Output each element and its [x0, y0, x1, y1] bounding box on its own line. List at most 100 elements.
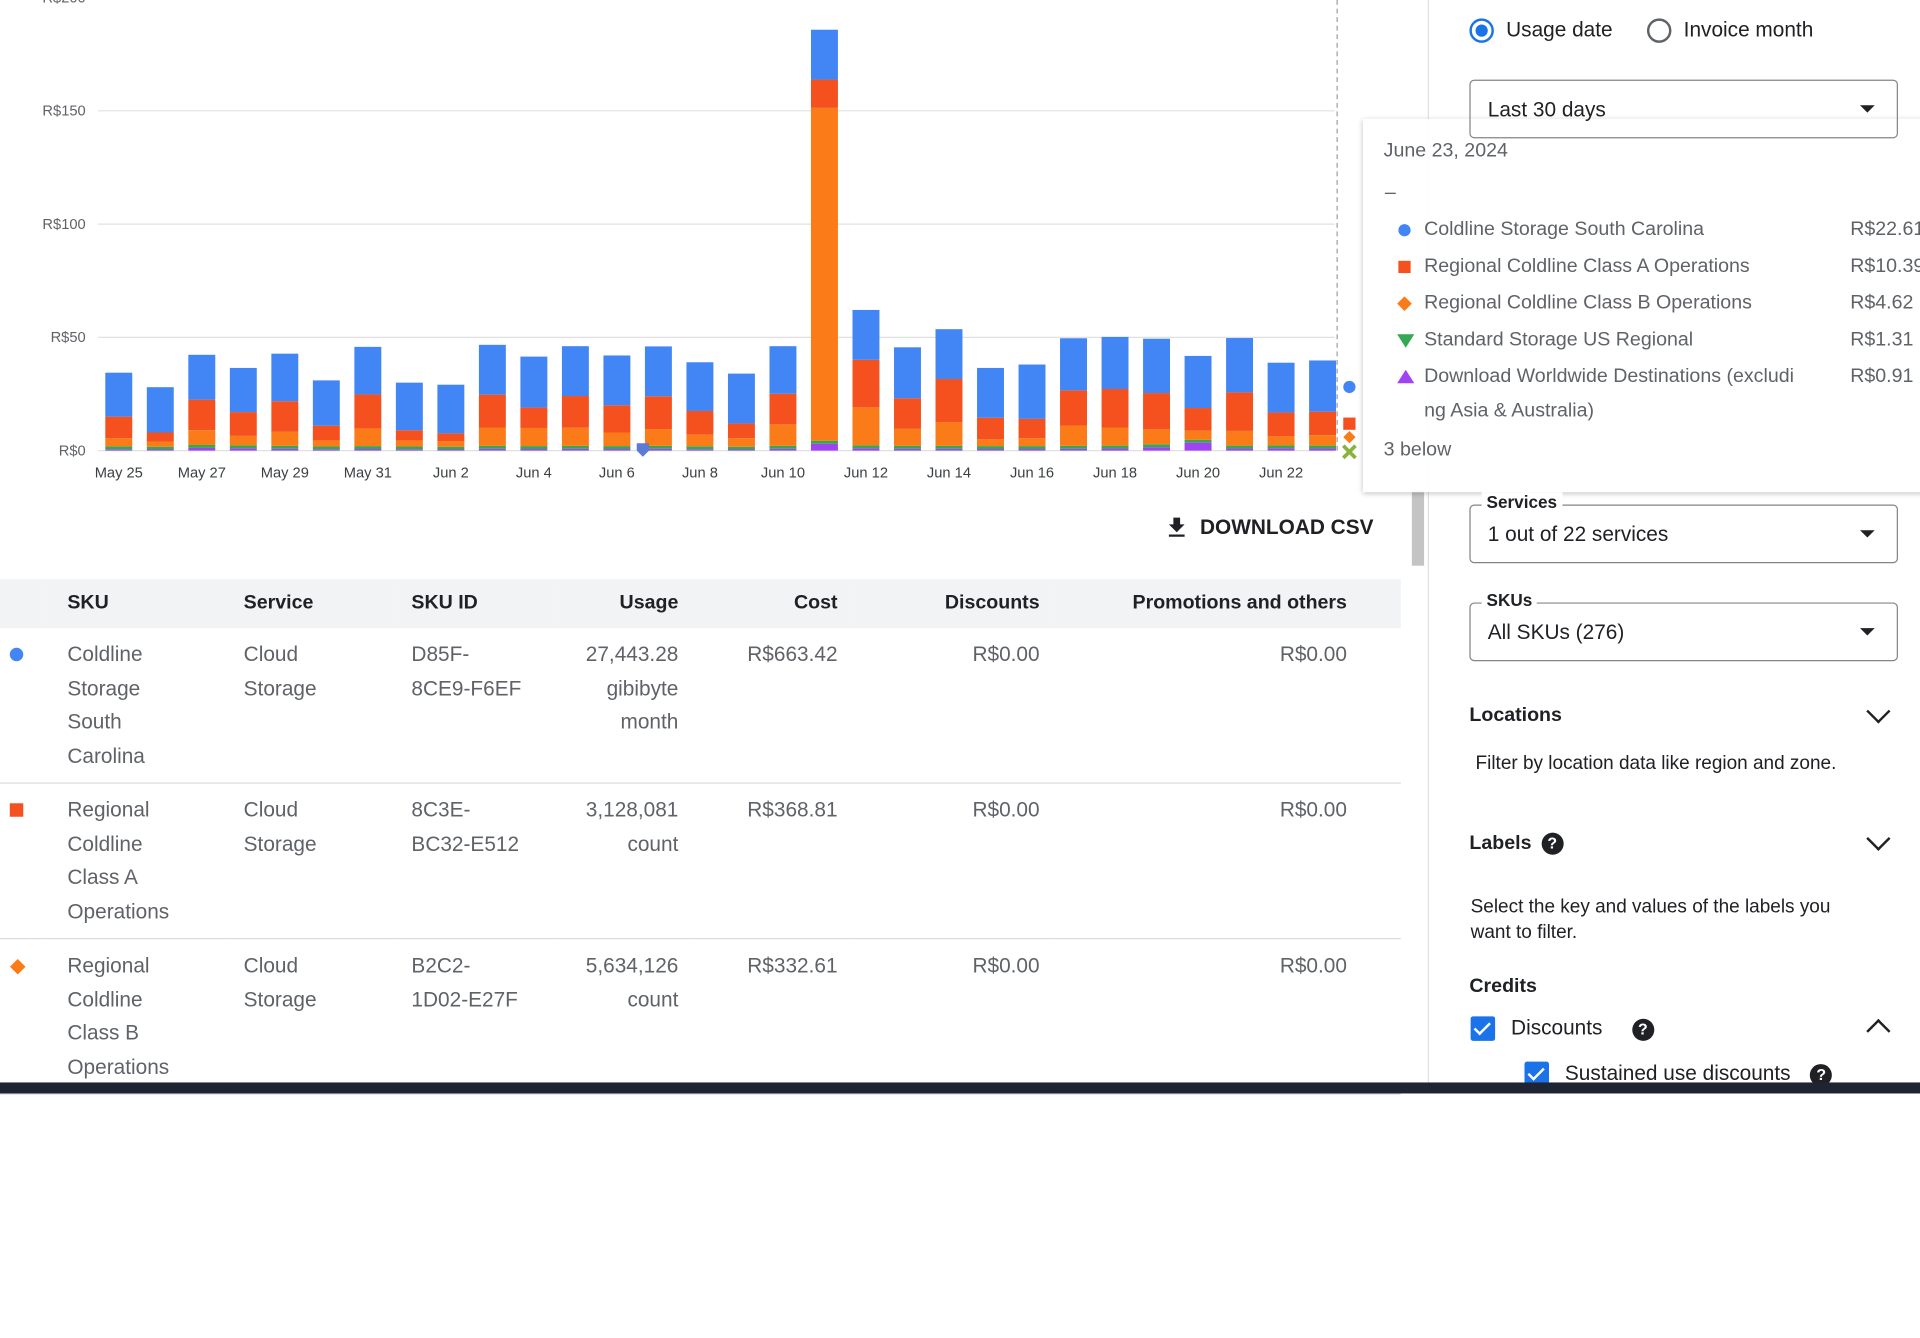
- chevron-down-icon[interactable]: [1866, 826, 1891, 851]
- x-tick-label: Jun 6: [599, 466, 635, 482]
- col-sku[interactable]: SKU: [67, 592, 109, 614]
- bar-segment: [1184, 355, 1212, 409]
- bar-segment: [312, 446, 340, 450]
- bar-segment: [561, 427, 589, 446]
- col-promotions[interactable]: Promotions and others: [1132, 592, 1347, 614]
- x-tick-label: May 29: [261, 466, 309, 482]
- radio-usage-date[interactable]: Usage date: [1469, 18, 1613, 43]
- bar-segment: [686, 362, 714, 411]
- scrollbar-thumb[interactable]: [1411, 489, 1425, 566]
- tooltip-row: Regional Coldline Class B Operations R$4.…: [1397, 293, 1920, 315]
- sku-id-cell-line: 1D02-E27F: [411, 987, 518, 1011]
- bar-segment: [810, 107, 838, 441]
- table-row[interactable]: Regional Coldline Class A Operations Cloud St…: [0, 783, 1401, 939]
- bar-segment: [1226, 430, 1254, 446]
- bar-segment: [1060, 425, 1087, 446]
- radio-usage-date-label: Usage date: [1506, 18, 1613, 42]
- hover-point-square: [1343, 417, 1356, 430]
- col-service[interactable]: Service: [243, 592, 314, 614]
- radio-invoice-month[interactable]: Invoice month: [1646, 18, 1814, 43]
- locations-title[interactable]: Locations: [1469, 705, 1562, 727]
- tooltip-row-label: Download Worldwide Destinations (excludi: [1424, 366, 1794, 387]
- download-icon: [1168, 517, 1185, 537]
- bar-segment: [935, 445, 963, 449]
- table-row[interactable]: Coldline Storage South Carolina Cloud Storage…: [0, 628, 1401, 784]
- bar-segment: [229, 367, 257, 413]
- chevron-up-icon[interactable]: [1866, 1018, 1891, 1044]
- sku-cell-line: Storage: [67, 676, 141, 700]
- bar-segment: [395, 430, 423, 441]
- bar-segment: [437, 384, 465, 434]
- credits-title: Credits: [1469, 975, 1537, 997]
- bar-segment: [354, 449, 382, 451]
- bar-segment: [603, 432, 631, 447]
- bar-segment: [686, 410, 714, 435]
- row-marker-cell: [0, 628, 43, 783]
- bar-segment: [1143, 447, 1171, 451]
- sustained-use-checkbox[interactable]: [1524, 1061, 1549, 1087]
- col-usage[interactable]: Usage: [619, 592, 679, 614]
- col-discounts[interactable]: Discounts: [944, 592, 1040, 614]
- square-marker-icon: [1397, 256, 1424, 278]
- radio-invoice-month-label: Invoice month: [1683, 18, 1814, 42]
- bar-segment: [644, 448, 672, 451]
- usage-cell-line: gibibyte: [606, 676, 679, 700]
- help-icon[interactable]: ?: [1631, 1018, 1654, 1041]
- bar-segment: [977, 367, 1004, 418]
- row-marker-cell: [0, 939, 43, 1095]
- chart-tooltip: June 23, 2024 – Coldline Storage South C…: [1362, 118, 1920, 493]
- bar-segment: [644, 445, 672, 449]
- bar-segment: [105, 449, 133, 451]
- labels-section[interactable]: Labels?: [1469, 832, 1564, 855]
- x-tick-label: Jun 16: [1010, 466, 1054, 482]
- bar-segment: [727, 423, 755, 439]
- bar-segment: [561, 396, 589, 428]
- cost-cell: R$368.81: [747, 798, 838, 822]
- bar-segment: [1101, 448, 1129, 451]
- bar-segment: [1143, 393, 1171, 430]
- x-tick-label: Jun 22: [1259, 466, 1303, 482]
- bar-segment: [1267, 436, 1295, 446]
- help-icon[interactable]: ?: [1541, 832, 1564, 855]
- col-sku-id[interactable]: SKU ID: [411, 592, 478, 614]
- bar-segment: [229, 412, 257, 436]
- tooltip-row-value: R$0.91: [1850, 366, 1914, 387]
- bar-segment: [561, 346, 589, 397]
- chevron-down-icon[interactable]: [1866, 699, 1891, 724]
- dropdown-arrow-icon: [1860, 530, 1875, 538]
- tooltip-row-continuation: ng Asia & Australia): [1397, 400, 1920, 422]
- bar-segment: [1060, 390, 1087, 426]
- usage-cell-line: count: [627, 987, 679, 1011]
- col-cost[interactable]: Cost: [794, 592, 838, 614]
- bar-segment: [561, 448, 589, 451]
- hover-point-circle: [1343, 380, 1356, 394]
- bar-segment: [395, 440, 423, 447]
- bar-segment: [1267, 448, 1295, 451]
- x-tick-label: May 31: [344, 466, 392, 482]
- taskbar: [0, 1082, 1920, 1094]
- sku-id-cell-line: B2C2-: [411, 953, 471, 978]
- discounts-checkbox[interactable]: [1470, 1016, 1496, 1041]
- bar-segment: [105, 416, 133, 439]
- download-csv-button[interactable]: DOWNLOAD CSV: [1163, 514, 1373, 541]
- services-select[interactable]: Services 1 out of 22 services: [1469, 492, 1898, 564]
- bar-segment: [520, 427, 548, 447]
- bar-segment: [146, 441, 174, 447]
- bar-segment: [188, 430, 216, 445]
- bar-segment: [1060, 445, 1087, 449]
- usage-cell: 27,443.28 gibibyte month: [558, 628, 690, 783]
- bar-segment: [852, 359, 880, 408]
- skus-select[interactable]: SKUs All SKUs (276): [1469, 590, 1898, 662]
- bar-segment: [769, 424, 797, 446]
- bar-segment: [105, 446, 133, 450]
- bar-segment: [354, 428, 382, 447]
- bar-segment: [271, 353, 299, 402]
- time-range-select[interactable]: Last 30 days: [1469, 79, 1898, 139]
- table-row[interactable]: Regional Coldline Class B Operations Cloud St…: [0, 939, 1401, 1095]
- bar-segment: [1143, 429, 1171, 445]
- help-icon[interactable]: ?: [1810, 1063, 1833, 1086]
- bar-segment: [229, 445, 257, 449]
- cost-chart: R$0 R$50 R$100 R$150 R$200 May 25 May 27 May 29…: [42, 0, 1357, 482]
- bar-segment: [1018, 418, 1046, 439]
- service-cell-line: Storage: [243, 676, 317, 700]
